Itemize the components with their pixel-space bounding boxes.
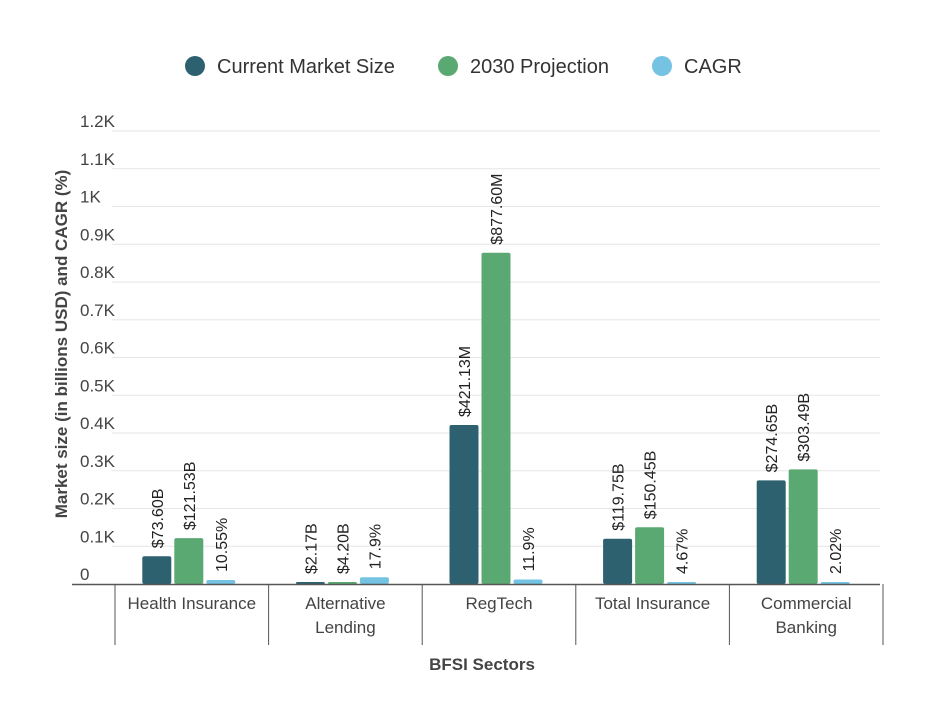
data-label: 4.67% — [675, 529, 692, 574]
legend-label: 2030 Projection — [470, 56, 609, 78]
data-label: 17.9% — [367, 524, 384, 569]
bar — [174, 538, 204, 584]
data-label: $150.45B — [643, 451, 660, 520]
bar — [449, 425, 479, 584]
y-axis-ticks: 0 0.1K 0.2K 0.3K 0.4K 0.5K 0.6K 0.7K 0.8K 0.9K 1K 1… — [80, 112, 116, 584]
bar — [635, 527, 665, 584]
legend-swatch — [185, 56, 205, 76]
y-tick-label: 0 — [80, 565, 89, 584]
data-label: $119.75B — [611, 463, 628, 530]
bar — [788, 469, 818, 584]
x-tick-label: Banking — [775, 618, 836, 637]
bar — [481, 252, 511, 584]
legend-swatch — [652, 56, 672, 76]
y-tick-label: 0.4K — [80, 414, 116, 433]
data-label: 11.9% — [521, 527, 538, 571]
legend-label: Current Market Size — [217, 56, 395, 78]
x-axis-title: BFSI Sectors — [429, 655, 535, 674]
bar — [756, 480, 786, 584]
y-tick-label: 0.7K — [80, 301, 116, 320]
data-label: $877.60M — [489, 174, 506, 245]
data-label: 10.55% — [214, 518, 231, 572]
x-tick-label: Commercial — [761, 594, 852, 613]
data-label: $303.49B — [796, 393, 813, 462]
x-axis: Health Insurance Alternative Lending RegTec… — [72, 583, 884, 645]
y-tick-label: 0.1K — [80, 527, 116, 546]
y-tick-label: 1.2K — [80, 112, 116, 131]
legend-label: CAGR — [684, 56, 742, 78]
y-tick-label: 0.6K — [80, 339, 116, 358]
data-label: $421.13M — [457, 346, 474, 417]
bar — [603, 538, 633, 584]
y-tick-label: 0.3K — [80, 452, 116, 471]
legend-swatch — [438, 56, 458, 76]
y-tick-label: 0.9K — [80, 225, 116, 244]
data-label: $4.20B — [335, 523, 352, 574]
bar — [142, 556, 172, 584]
bar — [667, 582, 697, 584]
y-tick-label: 1K — [80, 188, 101, 207]
y-tick-label: 1.1K — [80, 150, 116, 169]
data-label: $73.60B — [150, 489, 167, 549]
y-tick-label: 0.2K — [80, 490, 116, 509]
bar — [820, 582, 850, 584]
data-label: $274.65B — [764, 404, 781, 473]
data-labels: $73.60B $121.53B 10.55% $2.17B $4.20B 17.9% $4… — [150, 174, 845, 574]
y-axis-title: Market size (in billions USD) and CAGR (… — [52, 170, 71, 519]
x-tick-label: RegTech — [465, 594, 532, 613]
bar — [513, 579, 543, 584]
legend: Current Market Size 2030 Projection CAGR — [185, 56, 742, 78]
bar — [359, 577, 389, 584]
x-tick-label: Lending — [315, 618, 376, 637]
y-tick-label: 0.5K — [80, 376, 116, 395]
data-label: $121.53B — [182, 462, 199, 531]
x-tick-label: Health Insurance — [128, 594, 257, 613]
data-label: $2.17B — [303, 523, 320, 574]
bars — [142, 252, 850, 584]
x-tick-label: Alternative — [305, 594, 385, 613]
data-label: 2.02% — [828, 529, 845, 574]
bar — [206, 580, 236, 584]
bar — [295, 582, 325, 584]
x-tick-label: Total Insurance — [595, 594, 710, 613]
bar — [327, 582, 357, 584]
y-tick-label: 0.8K — [80, 263, 116, 282]
